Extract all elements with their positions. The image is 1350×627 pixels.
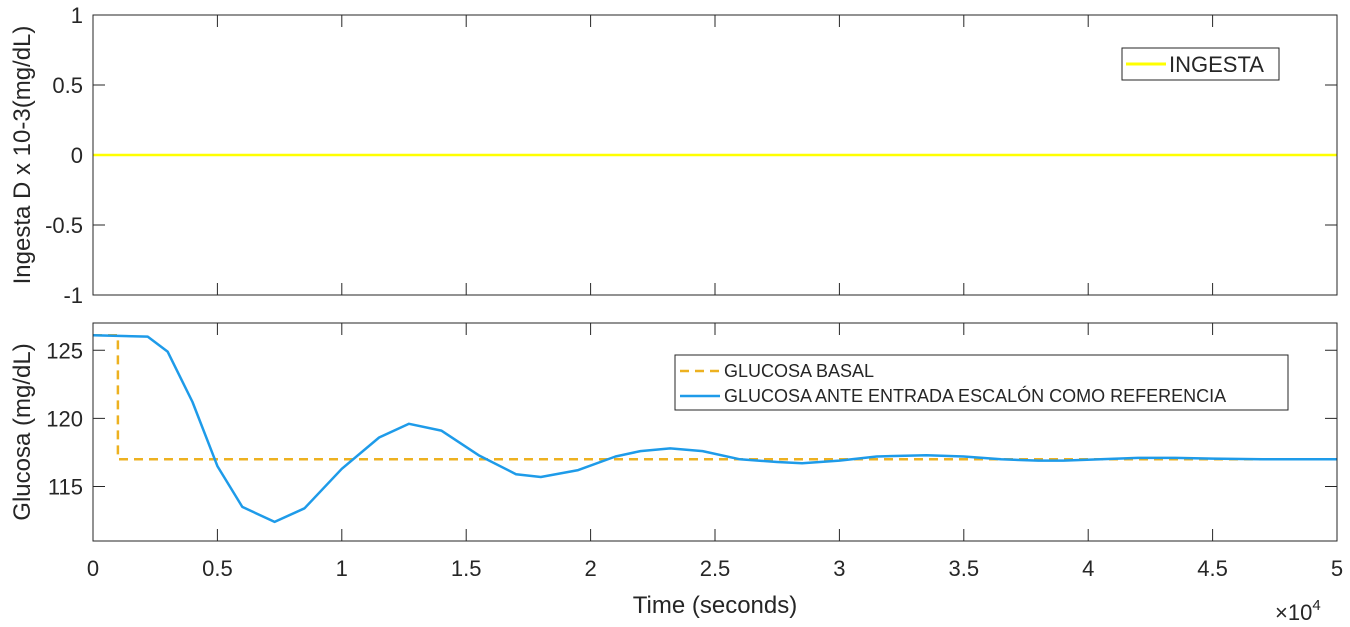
glucosa-legend-box [674, 354, 1289, 411]
ingesta-legend: INGESTA [1121, 47, 1280, 81]
ingesta-y-axis-label: Ingesta D x 10-3(mg/dL) [9, 26, 36, 285]
ingesta-y-tick-label: -0.5 [45, 213, 83, 238]
ingesta-plot: -1 -0.5 0 0.5 1 Ingesta D x 10-3(mg/dL) INGE… [9, 3, 1338, 308]
glucosa-x-ticks: 0 0.5 1 1.5 2 2.5 3 3.5 4 4.5 5 [87, 323, 1343, 581]
legend-label-ingesta: INGESTA [1169, 52, 1264, 77]
x-tick-label: 0 [87, 556, 99, 581]
x-tick-label: 3.5 [949, 556, 980, 581]
ingesta-y-tick-label: 1 [71, 3, 83, 28]
ingesta-legend-box [1121, 47, 1280, 81]
glucosa-y-tick-label: 120 [46, 406, 83, 431]
x-exponent-label: ×104 [1275, 597, 1321, 625]
glucosa-y-ticks: 115 120 125 [46, 338, 1337, 500]
glucosa-series [92, 334, 1337, 524]
glucosa-legend: GLUCOSA BASAL GLUCOSA ANTE ENTRADA ESCAL… [674, 354, 1289, 411]
glucosa-y-tick-label: 125 [46, 338, 83, 363]
glucosa-y-axis-label: Glucosa (mg/dL) [9, 343, 36, 520]
glucosa-plot: 0 0.5 1 1.5 2 2.5 3 3.5 4 4.5 5 115 120 125 Glucosa … [9, 322, 1343, 625]
x-tick-label: 2 [584, 556, 596, 581]
x-axis-label: Time (seconds) [633, 592, 797, 619]
glucosa-y-tick-label: 115 [48, 475, 83, 500]
legend-label-glucosa-basal: GLUCOSA BASAL [724, 361, 874, 381]
ingesta-y-ticks: -1 -0.5 0 0.5 1 [45, 3, 1337, 308]
x-tick-label: 0.5 [202, 556, 233, 581]
legend-label-glucosa-escalon: GLUCOSA ANTE ENTRADA ESCALÓN COMO REFERE… [724, 385, 1226, 406]
ingesta-y-tick-label: -1 [63, 283, 83, 308]
series-line-glucosa-basal [93, 334, 1337, 461]
x-tick-label: 4.5 [1197, 556, 1228, 581]
x-tick-label: 1 [336, 556, 348, 581]
ingesta-plot-frame [92, 14, 1338, 296]
x-tick-label: 2.5 [700, 556, 731, 581]
x-tick-label: 4 [1082, 556, 1094, 581]
x-tick-label: 3 [833, 556, 845, 581]
series-line-glucosa-ante-entrada-escal-n-como-referencia [92, 334, 1337, 524]
ingesta-y-tick-label: 0.5 [52, 73, 83, 98]
glucosa-plot-frame [92, 322, 1338, 542]
x-tick-label: 1.5 [451, 556, 482, 581]
ingesta-y-tick-label: 0 [71, 143, 83, 168]
x-tick-label: 5 [1331, 556, 1343, 581]
